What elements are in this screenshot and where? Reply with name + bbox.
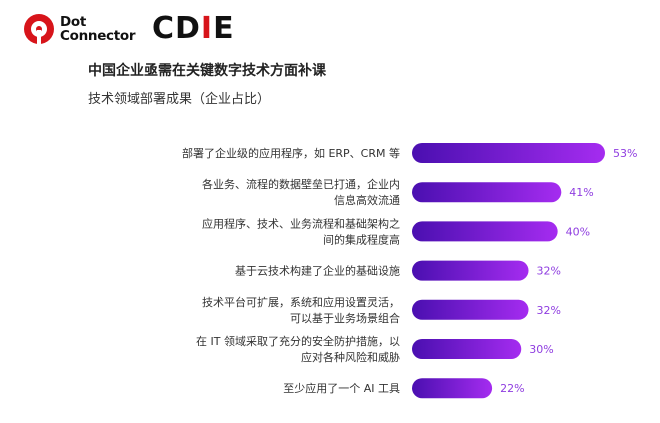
value-label-5: 32% xyxy=(537,304,561,317)
category-label-5-line-1: 技术平台可扩展，系统和应用设置灵活， xyxy=(202,295,400,309)
category-label-6-line-1: 在 IT 领域采取了充分的安全防护措施，以 xyxy=(196,334,400,348)
bar-7 xyxy=(412,378,493,399)
cdie-wrench-icon: I xyxy=(200,11,214,46)
value-label-2: 41% xyxy=(569,186,593,199)
category-label-4-line-1: 基于云技术构建了企业的基础设施 xyxy=(235,264,400,278)
value-label-4: 32% xyxy=(537,265,561,278)
category-label-3-line-2: 间的集成程度高 xyxy=(323,232,400,246)
bar-4 xyxy=(412,260,529,281)
chart-title: 中国企业亟需在关键数字技术方面补课 xyxy=(88,63,326,79)
bar-2 xyxy=(412,182,562,203)
category-label-2-line-2: 信息高效流通 xyxy=(334,193,400,207)
bar-3 xyxy=(412,221,558,242)
category-label-1-line-1: 部署了企业级的应用程序，如 ERP、CRM 等 xyxy=(182,146,400,160)
chart-subtitle: 技术领域部署成果（企业占比） xyxy=(88,92,271,107)
dot-connector-wordmark: Dot Connector xyxy=(60,14,136,44)
dot-connector-logo: Dot Connector xyxy=(24,12,144,50)
category-label-6-line-2: 应对各种风险和威胁 xyxy=(301,350,400,364)
bars-group: 53% 部署了企业级的应用程序，如 ERP、CRM 等 41% 各业务、流程的数据壁垒… xyxy=(182,143,637,399)
value-label-6: 30% xyxy=(529,343,553,356)
value-label-7: 22% xyxy=(500,382,524,395)
cdie-logo: CDIE xyxy=(152,11,235,46)
category-label-5-line-2: 可以基于业务场景组合 xyxy=(290,311,400,325)
value-label-1: 53% xyxy=(613,147,637,160)
bar-5 xyxy=(412,299,529,320)
category-label-3-line-1: 应用程序、技术、业务流程和基础架构之 xyxy=(202,216,400,230)
category-label-7-line-1: 至少应用了一个 AI 工具 xyxy=(283,381,400,395)
category-label-2-line-1: 各业务、流程的数据壁垒已打通，企业内 xyxy=(202,177,400,191)
value-label-3: 40% xyxy=(566,225,590,238)
bar-6 xyxy=(412,339,522,359)
bar-1 xyxy=(412,143,605,163)
